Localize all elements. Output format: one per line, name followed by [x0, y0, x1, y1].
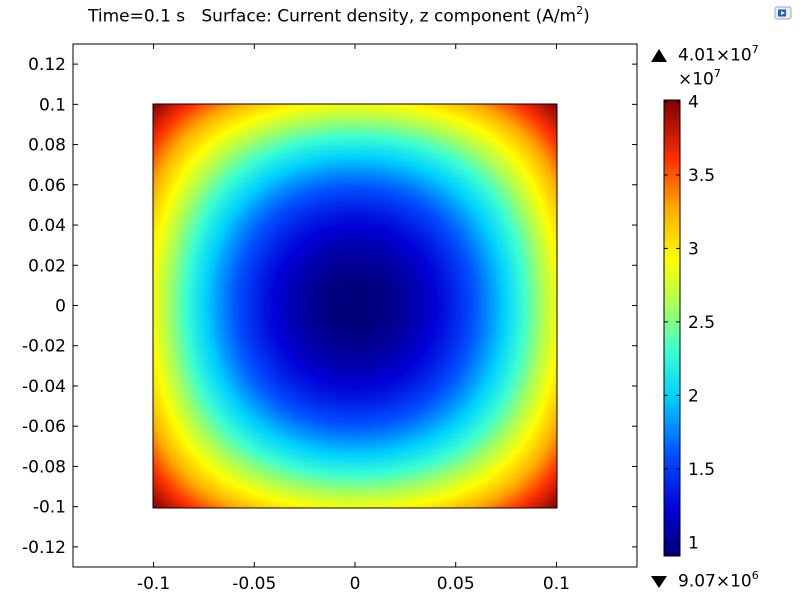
heatmap-image [153, 104, 557, 508]
y-tick-label: 0.12 [28, 55, 66, 75]
colorbar-tick-label: 3 [688, 239, 699, 259]
plot-title: Time=0.1 s Surface: Current density, z c… [88, 4, 590, 27]
y-tick-label: -0.02 [22, 337, 66, 357]
title-time: Time=0.1 s [88, 6, 186, 27]
colorbar-multiplier: ×107 [678, 67, 721, 90]
min-marker-icon [651, 576, 667, 588]
colorbar-multiplier-base: ×10 [678, 69, 714, 90]
colorbar-gradient [664, 100, 680, 556]
colorbar-max-exp: 7 [751, 43, 759, 56]
colorbar-frame [663, 99, 681, 557]
colorbar-tick-label: 2 [688, 386, 699, 406]
domain-boundary [152, 103, 558, 509]
y-tick-label: 0.06 [28, 176, 66, 196]
heatmap-surface [152, 103, 558, 509]
y-tick-label: -0.08 [22, 457, 66, 477]
colorbar-tick-label: 1.5 [688, 460, 715, 480]
colorbar-multiplier-exp: 7 [713, 67, 721, 80]
title-close: ) [583, 6, 590, 27]
x-axis: -0.1 -0.05 0 0.05 0.1 [137, 44, 570, 594]
y-tick-label: 0.04 [28, 216, 66, 236]
colorbar-tick-label: 4 [688, 92, 699, 112]
x-tick-label: 0.1 [543, 574, 570, 594]
colorbar-tick-label: 3.5 [688, 166, 715, 186]
colorbar-min-label: 9.07×106 [678, 569, 759, 592]
max-marker-icon [651, 49, 667, 62]
x-tick-label: 0 [350, 574, 361, 594]
y-tick-label: 0 [55, 297, 66, 317]
colorbar-tick-label: 2.5 [688, 313, 715, 333]
colorbar-min-exp: 6 [751, 569, 759, 582]
x-tick-label: -0.1 [137, 574, 170, 594]
y-tick-label: -0.12 [22, 538, 66, 558]
x-tick-label: 0.05 [437, 574, 475, 594]
y-tick-label: -0.1 [33, 498, 66, 518]
plot-toolbar-icon[interactable] [774, 5, 792, 20]
title-unit-exponent: 2 [576, 4, 584, 17]
y-tick-label: -0.06 [22, 417, 66, 437]
x-tick-label: -0.05 [232, 574, 276, 594]
colorbar-min-value: 9.07×10 [678, 571, 752, 592]
y-tick-label: 0.02 [28, 256, 66, 276]
colorbar-tick-label: 1 [688, 533, 699, 553]
y-tick-label: -0.04 [22, 377, 66, 397]
title-expression: Surface: Current density, z component (A… [201, 6, 577, 27]
y-tick-label: 0.1 [39, 95, 66, 115]
y-tick-label: 0.08 [28, 136, 66, 156]
colorbar: 4 3.5 3 2.5 2 1.5 1 [651, 49, 715, 588]
colorbar-max-value: 4.01×10 [678, 45, 752, 66]
y-axis: 0.12 0.1 0.08 0.06 0.04 0.02 0 -0.02 -0.04 -0.06 -… [22, 55, 637, 558]
colorbar-max-label: 4.01×107 [678, 43, 759, 66]
